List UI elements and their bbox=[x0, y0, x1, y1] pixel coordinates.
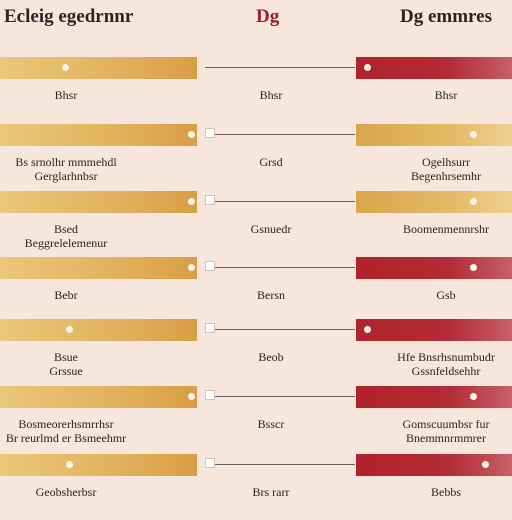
comparison-row: Bebr Bersn Gsb bbox=[0, 257, 512, 323]
connector-line bbox=[205, 201, 355, 202]
left-bar-dot bbox=[188, 198, 195, 205]
right-bar-dot bbox=[470, 393, 477, 400]
left-bar-dot bbox=[188, 131, 195, 138]
left-column-title: Ecleig egedrnnr bbox=[4, 6, 134, 27]
left-bar-dot bbox=[188, 393, 195, 400]
connector-node bbox=[205, 390, 215, 400]
connector-line bbox=[205, 329, 355, 330]
left-label: Bs srnolhr mmmehdl Gerglarhnbsr bbox=[15, 155, 117, 183]
middle-label: Brs rarr bbox=[252, 485, 290, 499]
middle-column-title: Dg bbox=[256, 6, 280, 27]
right-bar-dot bbox=[364, 326, 371, 333]
right-bar bbox=[356, 57, 512, 79]
right-label: Hfe Bnsrhsnumbudr Gssnfeldsehhr bbox=[397, 350, 495, 378]
right-column-title: Dg emmres bbox=[400, 6, 492, 27]
right-label: Gsb bbox=[436, 288, 456, 302]
middle-label: Bhsr bbox=[259, 88, 283, 102]
left-label: Bosmeorerhsmrrhsr Br reurlmd er Bsmeehmr bbox=[5, 417, 127, 445]
right-label: Bebbs bbox=[431, 485, 461, 499]
left-bar bbox=[0, 257, 197, 279]
right-bar bbox=[356, 257, 512, 279]
comparison-row: Bosmeorerhsmrrhsr Br reurlmd er Bsmeehmr… bbox=[0, 386, 512, 452]
left-bar-dot bbox=[66, 326, 73, 333]
connector-node bbox=[205, 323, 215, 333]
comparison-row: Geobsherbsr Brs rarr Bebbs bbox=[0, 454, 512, 520]
middle-label: Beob bbox=[258, 350, 284, 364]
connector-line bbox=[205, 134, 355, 135]
left-label: Geobsherbsr bbox=[35, 485, 97, 499]
connector-line bbox=[205, 67, 355, 68]
connector-line bbox=[205, 267, 355, 268]
left-label: Bsue Grssue bbox=[49, 350, 83, 378]
right-bar-dot bbox=[470, 198, 477, 205]
left-bar bbox=[0, 319, 197, 341]
left-bar-dot bbox=[62, 64, 69, 71]
left-bar bbox=[0, 454, 197, 476]
left-label: Bsed Beggrelelemenur bbox=[24, 222, 108, 250]
comparison-row: Bsed Beggrelelemenur Gsnuedr Boomenmennrsh… bbox=[0, 191, 512, 257]
right-label: Bhsr bbox=[434, 88, 458, 102]
middle-label: Bersn bbox=[257, 288, 285, 302]
right-label: Ogelhsurr Begenhrsemhr bbox=[411, 155, 481, 183]
middle-label: Gsnuedr bbox=[250, 222, 292, 236]
right-label: Gomscuumbsr fur Bnemmnrmmrer bbox=[402, 417, 490, 445]
connector-node bbox=[205, 458, 215, 468]
connector-node bbox=[205, 195, 215, 205]
right-bar bbox=[356, 454, 512, 476]
left-bar-dot bbox=[188, 264, 195, 271]
right-bar-dot bbox=[482, 461, 489, 468]
right-bar bbox=[356, 124, 512, 146]
middle-label: Grsd bbox=[259, 155, 283, 169]
comparison-row: Bhsr Bhsr Bhsr bbox=[0, 57, 512, 123]
connector-line bbox=[205, 464, 355, 465]
right-label: Boomenmennrshr bbox=[403, 222, 489, 236]
left-label: Bebr bbox=[54, 288, 78, 302]
left-bar bbox=[0, 57, 197, 79]
connector-node bbox=[205, 128, 215, 138]
left-bar bbox=[0, 386, 197, 408]
left-label: Bhsr bbox=[54, 88, 78, 102]
right-bar bbox=[356, 191, 512, 213]
connector-line bbox=[205, 396, 355, 397]
right-bar bbox=[356, 319, 512, 341]
right-bar-dot bbox=[470, 131, 477, 138]
comparison-row: Bs srnolhr mmmehdl Gerglarhnbsr Grsd Ogelh… bbox=[0, 124, 512, 190]
right-bar-dot bbox=[470, 264, 477, 271]
left-bar-dot bbox=[66, 461, 73, 468]
right-bar bbox=[356, 386, 512, 408]
left-bar bbox=[0, 191, 197, 213]
comparison-row: Bsue Grssue Beob Hfe Bnsrhsnumbudr Gssnfel… bbox=[0, 319, 512, 385]
right-bar-dot bbox=[364, 64, 371, 71]
connector-node bbox=[205, 261, 215, 271]
left-bar bbox=[0, 124, 197, 146]
middle-label: Bsscr bbox=[257, 417, 285, 431]
